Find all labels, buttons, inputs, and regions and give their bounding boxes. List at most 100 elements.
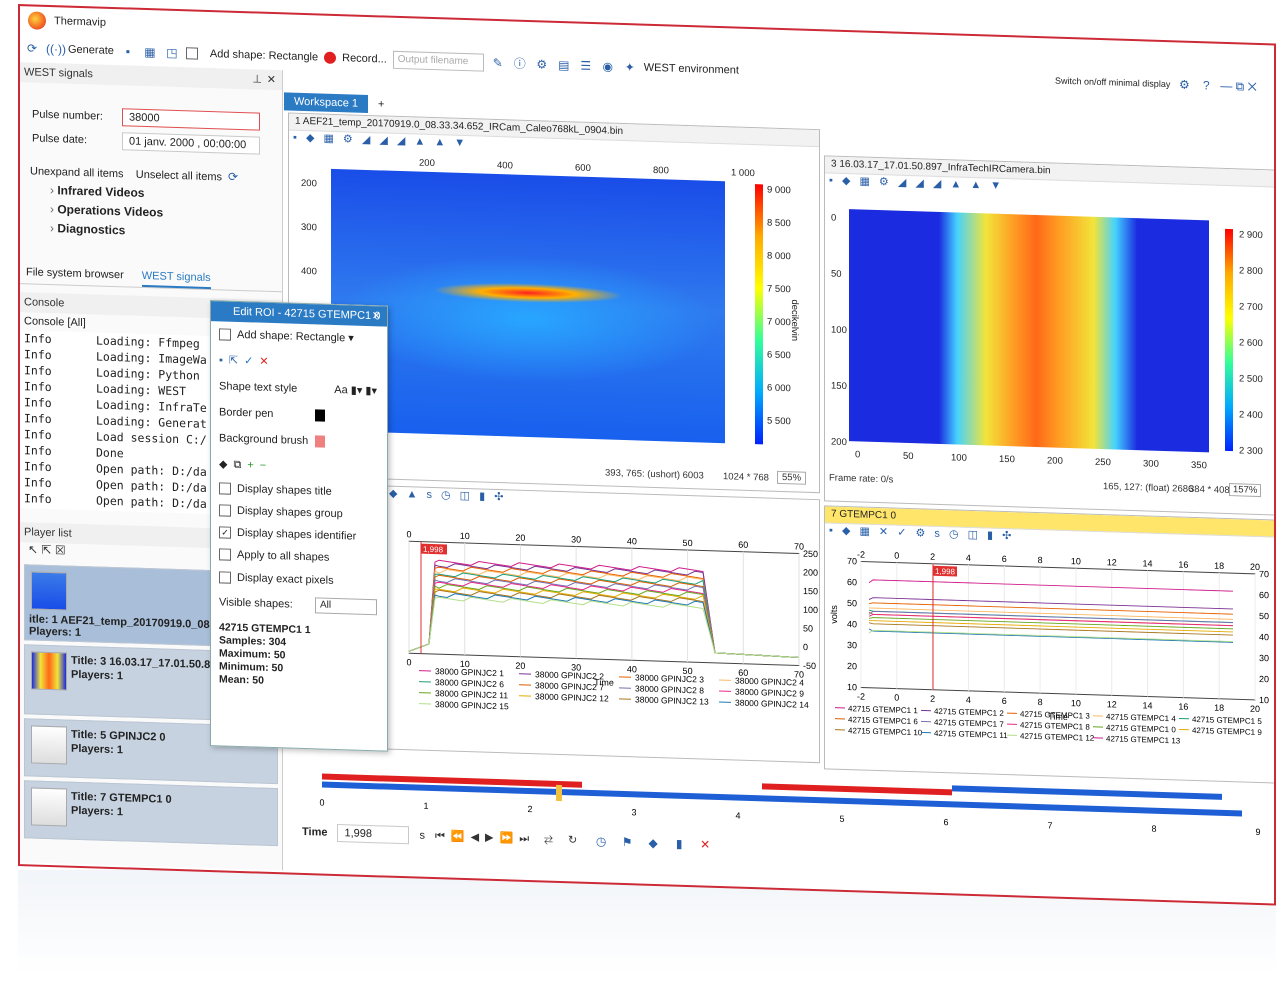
colorbar-tick-label: 2 800	[1239, 265, 1263, 278]
cursor-badge	[933, 565, 957, 577]
bookmark-icon[interactable]: ▮	[675, 836, 683, 851]
colorbar-tick-label: 8 000	[767, 250, 791, 263]
timeline-tick-label: 3	[631, 807, 636, 817]
record-icon[interactable]	[324, 51, 337, 64]
select-tool-icon[interactable]: ◳	[166, 45, 178, 61]
stop-icon[interactable]: ✕	[700, 837, 711, 852]
tab-west-signals[interactable]: WEST signals	[141, 264, 211, 290]
record-button[interactable]: Record...	[342, 52, 387, 66]
display-icon[interactable]: ▤	[558, 57, 570, 73]
timeline-tick-label: 0	[319, 797, 324, 807]
pulse-date-input[interactable]: 01 janv. 2000 , 00:00:00	[122, 132, 260, 155]
ir-camera-pane-2: 3 16.03.17_17.01.50.897_InfraTechIRCamer…	[824, 155, 1276, 516]
background-brush-swatch[interactable]	[315, 435, 325, 448]
close-player-icon[interactable]: ☒	[54, 543, 66, 558]
time-unit-select[interactable]: s	[419, 829, 425, 842]
west-panel-title: WEST signals	[24, 66, 93, 81]
x-tick-label: 60	[738, 668, 748, 678]
layout-icon[interactable]: ▦	[144, 44, 156, 60]
opt-identifier-checkbox[interactable]: ✓	[219, 526, 231, 539]
opt-title-checkbox[interactable]	[219, 482, 231, 495]
opt-apply-checkbox[interactable]	[219, 548, 231, 561]
clock-icon[interactable]: ◷	[595, 834, 607, 849]
playback-controls[interactable]: ⏮⏪◀▶⏩⏭ ⇄ ↻	[434, 830, 584, 847]
cursor-value: 1,998	[935, 567, 956, 577]
opt-group-checkbox[interactable]	[219, 504, 231, 517]
cursor-tool-icon[interactable]: ◆	[648, 835, 658, 851]
pin-icon[interactable]: ⊥	[252, 73, 262, 86]
ir-image-2[interactable]	[849, 209, 1209, 453]
pane-1-zoom[interactable]: 55%	[777, 470, 807, 485]
workspace-tabbar: Workspace 1 +	[284, 92, 384, 113]
visible-shapes-select[interactable]: All	[315, 597, 377, 616]
signal-series	[868, 617, 1233, 630]
settings-icon[interactable]: ⚙	[1178, 77, 1190, 92]
x-tick-label: 1 000	[731, 167, 755, 180]
cursor-icon[interactable]: ↖	[28, 542, 39, 557]
legend-label: 38000 GPINJC2 14	[735, 698, 809, 710]
generate-button[interactable]: Generate	[68, 43, 114, 58]
text-style-icon[interactable]: Aa ▮▾ ▮▾	[334, 383, 377, 398]
player-item[interactable]: Title: 7 GTEMPC1 0 Players: 1	[24, 780, 278, 847]
minimal-display-toggle[interactable]: Switch on/off minimal display	[1054, 75, 1171, 90]
camera-icon[interactable]: ◉	[602, 59, 613, 74]
visible-shapes-row: Visible shapes: All	[211, 589, 387, 621]
unexpand-all-button[interactable]: Unexpand all items	[30, 165, 124, 181]
roi-close-icon[interactable]: ✕	[371, 310, 381, 323]
output-filename-input[interactable]: Output filename	[392, 50, 484, 72]
info-icon[interactable]: ⓘ	[513, 56, 526, 71]
x-tick-label: 300	[1143, 458, 1159, 470]
timeline-bar[interactable]: 0 1 2 3 4 5 6 7 8 9	[302, 761, 1262, 845]
unselect-all-button[interactable]: Unselect all items	[135, 168, 222, 184]
gtempc1-plot[interactable]: -2-2002244668810101212141416161818202070…	[825, 538, 1275, 780]
copy-icon[interactable]: ⧉	[233, 458, 248, 472]
pulse-number-input[interactable]: 38000	[122, 108, 260, 131]
roi-delete-icon[interactable]: ✕	[259, 355, 275, 369]
x-tick-label: 6	[1002, 554, 1007, 564]
y-tick-label: 150	[831, 380, 847, 393]
player-thumbnail	[31, 725, 67, 765]
console-title: Console	[24, 296, 65, 310]
popout-icon[interactable]: ⇱	[41, 542, 52, 558]
tab-workspace-1[interactable]: Workspace 1	[284, 92, 368, 113]
player-count: Players: 1	[71, 668, 123, 683]
player-list-title: Player list	[24, 526, 72, 540]
roi-open-icon[interactable]: ⇱	[228, 354, 245, 368]
list-icon[interactable]: ☰	[580, 58, 592, 74]
time-input[interactable]: 1,998	[337, 824, 410, 845]
border-pen-swatch[interactable]	[315, 409, 325, 422]
y-tick-label: 70	[1259, 569, 1269, 579]
marker-icon[interactable]: ⚑	[621, 834, 633, 850]
colorbar-tick-label: 5 500	[767, 415, 791, 428]
add-workspace-icon[interactable]: +	[378, 98, 385, 111]
gear-icon[interactable]: ⚙	[536, 57, 548, 72]
tab-file-system-browser[interactable]: File system browser	[26, 266, 124, 282]
legend-label: 42715 GTEMPC1 2	[934, 707, 1004, 718]
help-icon[interactable]: ?	[1202, 78, 1210, 93]
shapes-icon[interactable]: ◆	[219, 458, 234, 471]
refresh-icon[interactable]: ⟳	[26, 41, 38, 56]
colorbar-tick-label: 2 600	[1239, 337, 1263, 350]
add-shape-checkbox[interactable]	[185, 47, 198, 60]
remove-icon[interactable]: −	[259, 459, 273, 472]
save-icon[interactable]: ▪	[125, 44, 130, 59]
signals-plot[interactable]: 0010102020303040405050606070702502001501…	[289, 500, 819, 763]
broadcast-icon[interactable]: ((·))	[46, 41, 66, 57]
ir-image-1[interactable]	[331, 168, 725, 444]
roi-add-shape-checkbox[interactable]	[219, 328, 231, 341]
pane-2-zoom[interactable]: 157%	[1229, 483, 1262, 498]
refresh-tree-icon[interactable]: ⟳	[228, 169, 239, 184]
add-icon[interactable]: +	[247, 459, 260, 472]
close-icon[interactable]: ✕	[266, 73, 276, 87]
roi-apply-icon[interactable]: ✓	[244, 355, 260, 368]
roi-save-icon[interactable]: ▪	[219, 354, 229, 367]
pen-icon[interactable]: ✎	[492, 55, 503, 71]
window-controls-icon[interactable]: — ⧉ ✕	[1220, 78, 1257, 94]
opt-exact-checkbox[interactable]	[219, 571, 231, 584]
x-tick-label: 20	[1250, 562, 1260, 572]
x-tick-label: 600	[575, 162, 591, 175]
add-shape-dropdown[interactable]: Add shape: Rectangle	[209, 48, 319, 64]
y-tick-label: 50	[847, 598, 857, 608]
west-environment-label[interactable]: WEST environment	[643, 61, 739, 77]
time-label: Time	[302, 825, 328, 839]
